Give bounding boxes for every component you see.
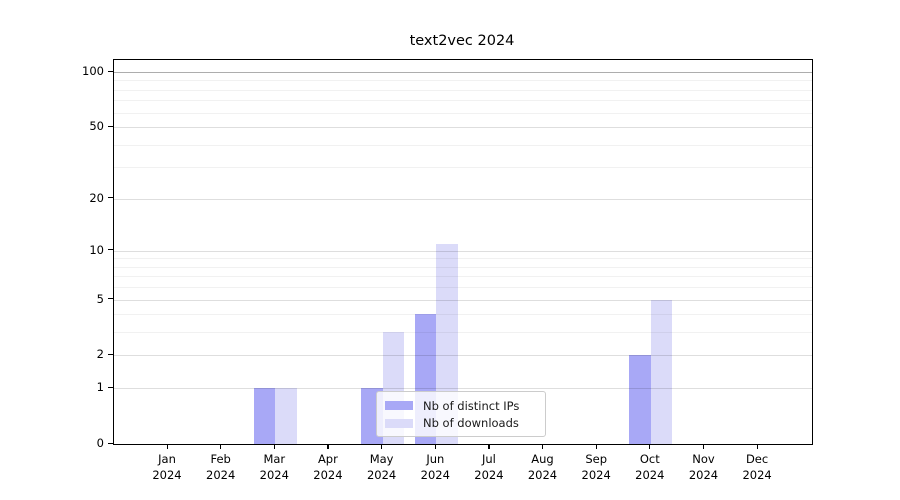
x-tick-mark: [756, 444, 758, 449]
x-tick-label: Jan 2024: [152, 452, 182, 482]
gridline-major: [114, 127, 812, 129]
legend-row: Nb of distinct IPs: [385, 397, 537, 414]
legend-swatch: [385, 418, 413, 428]
x-tick-mark: [649, 444, 651, 449]
x-tick-mark: [327, 444, 329, 449]
y-tick-label: 20: [89, 190, 104, 205]
gridline-minor: [114, 144, 812, 146]
x-tick-mark: [273, 444, 275, 449]
gridline-major: [114, 250, 812, 252]
x-tick-label: Dec 2024: [742, 452, 772, 482]
y-tick-label: 2: [96, 347, 104, 362]
x-tick-label: Aug 2024: [527, 452, 558, 482]
y-tick-mark: [108, 197, 113, 199]
gridline-minor: [114, 332, 812, 334]
plot-area: Nb of distinct IPs Nb of downloads: [113, 59, 813, 445]
x-tick-mark: [220, 444, 222, 449]
gridline-minor: [114, 287, 812, 289]
x-tick-mark: [166, 444, 168, 449]
gridline-major: [114, 355, 812, 357]
legend-label: Nb of distinct IPs: [423, 398, 520, 413]
x-tick-label: Mar 2024: [259, 452, 289, 482]
y-tick-mark: [108, 249, 113, 251]
x-tick-mark: [595, 444, 597, 449]
gridline-minor: [114, 314, 812, 316]
x-tick-label: Feb 2024: [206, 452, 236, 482]
gridline-minor: [114, 276, 812, 278]
y-tick-label: 5: [96, 291, 104, 306]
y-tick-mark: [108, 70, 113, 72]
y-tick-mark: [108, 442, 113, 444]
x-tick-label: Jul 2024: [474, 452, 504, 482]
legend-row: Nb of downloads: [385, 415, 537, 432]
x-tick-label: Jun 2024: [420, 452, 450, 482]
x-tick-mark: [703, 444, 705, 449]
gridline-minor: [114, 266, 812, 268]
x-tick-mark: [542, 444, 544, 449]
bar-nb-of-downloads-mar-2024: [275, 388, 297, 444]
gridline-minor: [114, 89, 812, 91]
x-tick-label: Nov 2024: [688, 452, 719, 482]
y-tick-label: 50: [89, 119, 104, 134]
x-tick-label: Apr 2024: [313, 452, 343, 482]
gridline-minor: [114, 100, 812, 102]
gridline-major: [114, 198, 812, 200]
legend-label: Nb of downloads: [423, 416, 519, 431]
gridline-minor: [114, 167, 812, 169]
gridline-major: [114, 72, 812, 73]
y-tick-mark: [108, 353, 113, 356]
bar-nb-of-downloads-oct-2024: [650, 299, 673, 444]
x-tick-mark: [381, 444, 383, 449]
bar-nb-of-distinct-ips-mar-2024: [253, 388, 276, 444]
chart-title: text2vec 2024: [409, 33, 515, 49]
gridline-minor: [114, 112, 812, 114]
y-tick-label: 1: [96, 380, 104, 395]
y-tick-label: 100: [82, 64, 104, 78]
y-tick-label: 10: [89, 242, 104, 257]
x-tick-label: Sep 2024: [581, 452, 611, 482]
legend: Nb of distinct IPs Nb of downloads: [376, 391, 546, 437]
x-tick-label: Oct 2024: [635, 452, 665, 482]
x-tick-label: May 2024: [366, 452, 397, 482]
y-tick-mark: [108, 386, 113, 388]
bar-nb-of-distinct-ips-oct-2024: [629, 355, 651, 444]
legend-swatch: [385, 401, 413, 411]
gridline-minor: [114, 80, 812, 82]
gridline-major: [114, 388, 812, 390]
gridline-minor: [114, 258, 812, 260]
y-tick-mark: [108, 298, 113, 300]
x-tick-mark: [434, 444, 436, 449]
gridline-major: [114, 299, 812, 301]
x-tick-mark: [488, 444, 490, 449]
y-tick-mark: [108, 125, 113, 127]
y-tick-label: 0: [96, 436, 104, 450]
